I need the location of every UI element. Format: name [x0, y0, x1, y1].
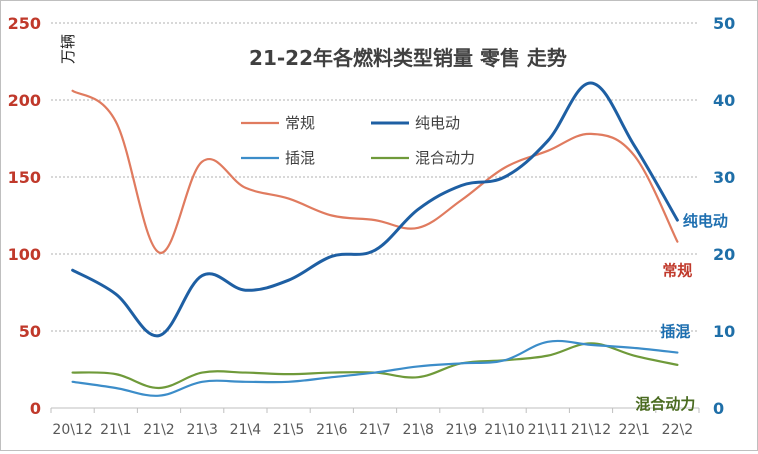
legend-label: 纯电动 [415, 114, 460, 132]
x-axis-tick-label: 21\2 [143, 422, 174, 438]
x-axis-tick-label: 21\5 [273, 422, 304, 438]
x-axis-tick-label: 21\3 [186, 422, 217, 438]
x-axis-tick-label: 22\1 [618, 422, 649, 438]
series-line-2 [71, 339, 679, 397]
left-axis-tick-label: 200 [8, 91, 41, 110]
series-end-label: 插混 [660, 323, 690, 341]
left-axis-tick-label: 50 [19, 322, 41, 341]
right-axis-tick-label: 10 [713, 322, 735, 341]
series-line-1 [71, 81, 679, 338]
x-axis-tick-label: 21\11 [528, 422, 568, 438]
left-axis-tick-label: 100 [8, 245, 41, 264]
x-axis-tick-label: 21\9 [446, 422, 477, 438]
legend-label: 常规 [285, 114, 315, 132]
x-axis-tick-label: 21\6 [316, 422, 348, 438]
end-labels: 混合动力 插混 常规 纯电动 [635, 212, 728, 413]
series-lines [71, 81, 679, 397]
x-axis-tick-label: 21\1 [100, 422, 131, 438]
right-axis-tick-label: 40 [713, 91, 735, 110]
gridlines [51, 22, 699, 332]
axes: 0 50 100 150 200 250 0 10 20 30 40 50 20\12 21\1 21\2 2… [8, 14, 736, 438]
x-axis-tick-label: 21\4 [230, 422, 262, 438]
chart-title: 21-22年各燃料类型销量 零售 走势 [249, 46, 567, 70]
left-axis-tick-label: 250 [8, 14, 41, 33]
series-end-label: 混合动力 [635, 395, 695, 413]
series-line-0 [71, 89, 679, 254]
x-axis-tick-label: 20\12 [52, 422, 92, 438]
series-end-label: 纯电动 [683, 212, 728, 230]
x-axis-tick-label: 21\10 [484, 422, 524, 438]
right-axis-tick-label: 50 [713, 14, 735, 33]
y-axis-unit-label: 万辆 [59, 34, 77, 64]
series-end-label: 常规 [662, 262, 692, 280]
x-axis-tick-label: 22\2 [662, 422, 693, 438]
x-axis-tick-label: 21\7 [359, 422, 390, 438]
right-axis-tick-label: 30 [713, 168, 735, 187]
legend-label: 混合动力 [415, 149, 475, 167]
x-axis-tick-label: 21\12 [571, 422, 611, 438]
x-axis-tick-label: 21\8 [402, 422, 433, 438]
right-axis-tick-label: 0 [713, 399, 724, 418]
left-axis-tick-label: 0 [30, 399, 41, 418]
left-axis-tick-label: 150 [8, 168, 41, 187]
legend-label: 插混 [285, 149, 315, 167]
right-axis-tick-label: 20 [713, 245, 735, 264]
series-line-3 [71, 342, 679, 390]
